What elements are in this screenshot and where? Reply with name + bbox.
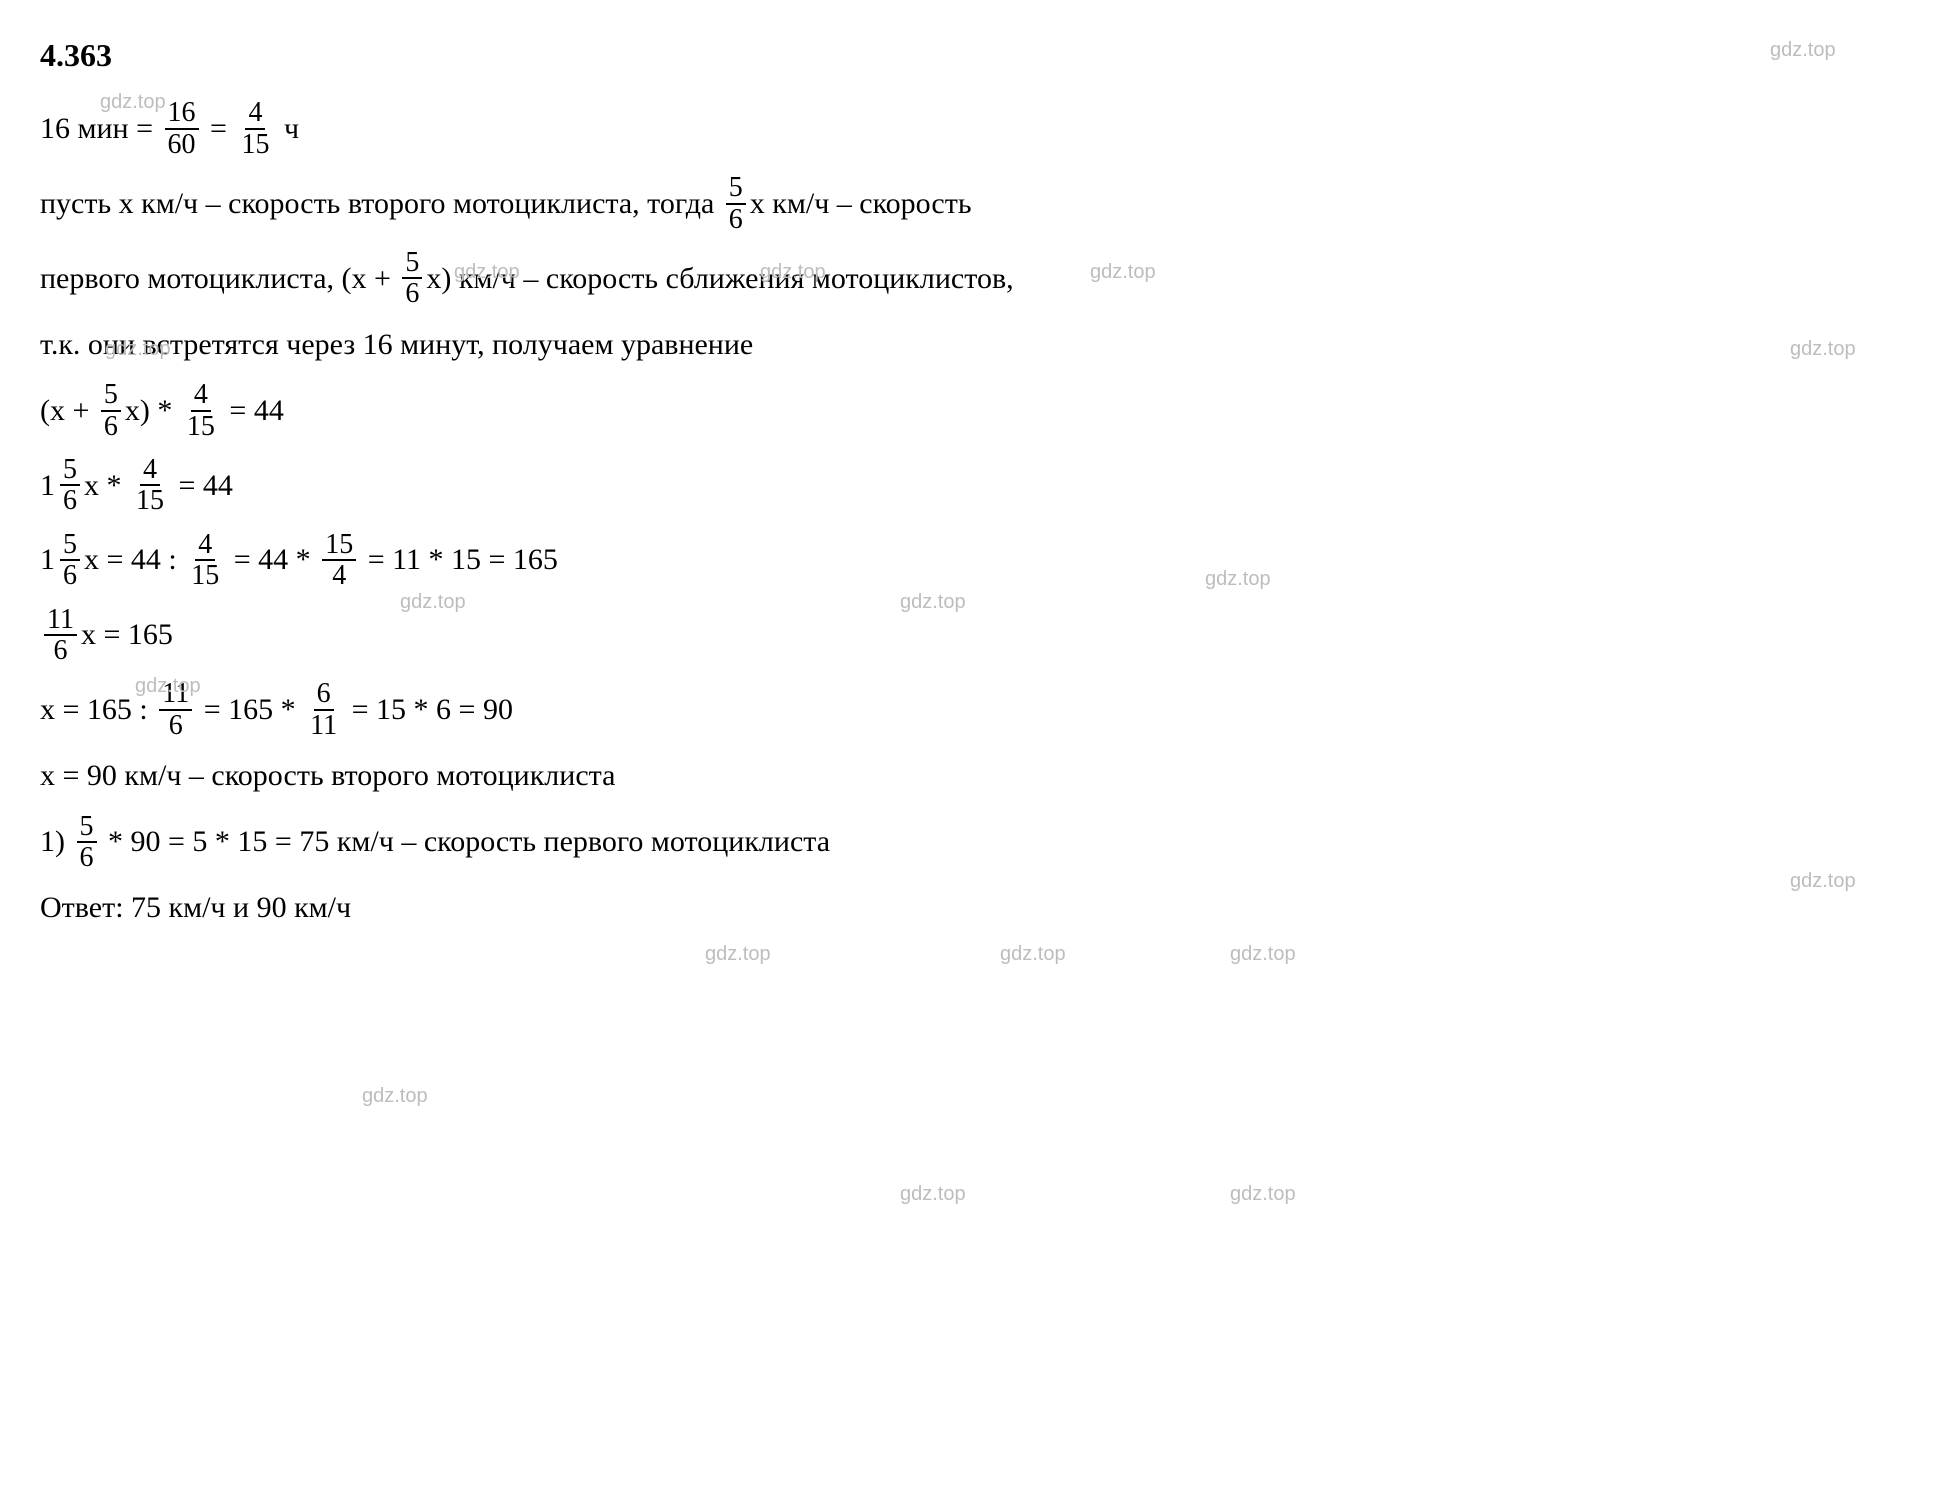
line-6: 11 6 х = 165 — [40, 605, 1906, 666]
fraction: 5 6 — [402, 248, 422, 309]
text: 16 мин = — [40, 107, 161, 151]
denominator: 6 — [50, 636, 70, 665]
denominator: 11 — [307, 711, 340, 740]
line-3: (х + 5 6 х) * 4 15 = 44 — [40, 380, 1906, 441]
mixed-number: 1 5 6 — [40, 530, 84, 591]
text: 1) — [40, 820, 73, 864]
denominator: 6 — [60, 486, 80, 515]
text: х * — [84, 464, 129, 508]
numerator: 4 — [245, 98, 265, 129]
line-8: х = 90 км/ч – скорость второго мотоцикли… — [40, 754, 1906, 798]
text: х км/ч – скорость — [750, 182, 972, 226]
numerator: 15 — [322, 530, 356, 561]
numerator: 4 — [195, 530, 215, 561]
fraction: 16 60 — [165, 98, 199, 159]
numerator: 16 — [165, 98, 199, 129]
text: х = 90 км/ч – скорость второго мотоцикли… — [40, 754, 615, 798]
numerator: 5 — [60, 530, 80, 561]
numerator: 5 — [60, 455, 80, 486]
line-10: Ответ: 75 км/ч и 90 км/ч — [40, 886, 1906, 930]
fraction: 4 15 — [184, 380, 218, 441]
numerator: 4 — [140, 455, 160, 486]
text: * 90 = 5 * 15 = 75 км/ч – скорость перво… — [101, 820, 831, 864]
denominator: 6 — [166, 711, 186, 740]
numerator: 5 — [77, 812, 97, 843]
denominator: 15 — [133, 486, 167, 515]
fraction: 5 6 — [60, 455, 80, 516]
line-4: 1 5 6 х * 4 15 = 44 — [40, 455, 1906, 516]
fraction: 6 11 — [307, 679, 340, 740]
fraction: 4 15 — [188, 530, 222, 591]
watermark: gdz.top — [900, 1180, 966, 1209]
text: пусть х км/ч – скорость второго мотоцикл… — [40, 182, 722, 226]
text: (х + — [40, 389, 97, 433]
numerator: 5 — [726, 173, 746, 204]
watermark: gdz.top — [1230, 1180, 1296, 1209]
text: = — [203, 107, 235, 151]
text: х = 165 : — [40, 688, 155, 732]
denominator: 60 — [165, 130, 199, 159]
text: = 44 * — [226, 538, 318, 582]
line-2b: первого мотоциклиста, (х + 5 6 х) км/ч –… — [40, 248, 1906, 309]
watermark: gdz.top — [705, 940, 771, 969]
denominator: 6 — [726, 205, 746, 234]
integer-part: 1 — [40, 464, 55, 508]
text: х) км/ч – скорость сближения мотоциклист… — [426, 257, 1013, 301]
fraction: 15 4 — [322, 530, 356, 591]
fraction: 4 15 — [238, 98, 272, 159]
numerator: 5 — [402, 248, 422, 279]
fraction: 5 6 — [60, 530, 80, 591]
fraction: 5 6 — [101, 380, 121, 441]
fraction: 5 6 — [77, 812, 97, 873]
numerator: 6 — [314, 679, 334, 710]
denominator: 15 — [188, 561, 222, 590]
text: х) * — [125, 389, 180, 433]
numerator: 5 — [101, 380, 121, 411]
problem-number: 4.363 — [40, 32, 1906, 78]
fraction: 5 6 — [726, 173, 746, 234]
mixed-number: 1 5 6 — [40, 455, 84, 516]
text: = 165 * — [196, 688, 303, 732]
denominator: 15 — [238, 130, 272, 159]
text: ч — [276, 107, 299, 151]
text: = 15 * 6 = 90 — [344, 688, 513, 732]
fraction: 11 6 — [44, 605, 77, 666]
text: = 11 * 15 = 165 — [360, 538, 558, 582]
text: х = 165 — [81, 613, 173, 657]
text: т.к. они встретятся через 16 минут, полу… — [40, 323, 753, 367]
fraction: 11 6 — [159, 679, 192, 740]
denominator: 6 — [402, 279, 422, 308]
line-1: 16 мин = 16 60 = 4 15 ч — [40, 98, 1906, 159]
line-7: х = 165 : 11 6 = 165 * 6 11 = 15 * 6 = 9… — [40, 679, 1906, 740]
denominator: 15 — [184, 412, 218, 441]
denominator: 6 — [77, 843, 97, 872]
denominator: 6 — [60, 561, 80, 590]
numerator: 4 — [191, 380, 211, 411]
text: Ответ: 75 км/ч и 90 км/ч — [40, 886, 351, 930]
text: х = 44 : — [84, 538, 184, 582]
denominator: 6 — [101, 412, 121, 441]
numerator: 11 — [44, 605, 77, 636]
watermark: gdz.top — [1230, 940, 1296, 969]
line-2a: пусть х км/ч – скорость второго мотоцикл… — [40, 173, 1906, 234]
numerator: 11 — [159, 679, 192, 710]
watermark: gdz.top — [1000, 940, 1066, 969]
denominator: 4 — [329, 561, 349, 590]
text: = 44 — [171, 464, 233, 508]
line-9: 1) 5 6 * 90 = 5 * 15 = 75 км/ч – скорост… — [40, 812, 1906, 873]
line-2c: т.к. они встретятся через 16 минут, полу… — [40, 323, 1906, 367]
integer-part: 1 — [40, 538, 55, 582]
text: = 44 — [222, 389, 284, 433]
text: первого мотоциклиста, (х + — [40, 257, 398, 301]
fraction: 4 15 — [133, 455, 167, 516]
watermark: gdz.top — [362, 1082, 428, 1111]
line-5: 1 5 6 х = 44 : 4 15 = 44 * 15 4 = 11 * 1… — [40, 530, 1906, 591]
